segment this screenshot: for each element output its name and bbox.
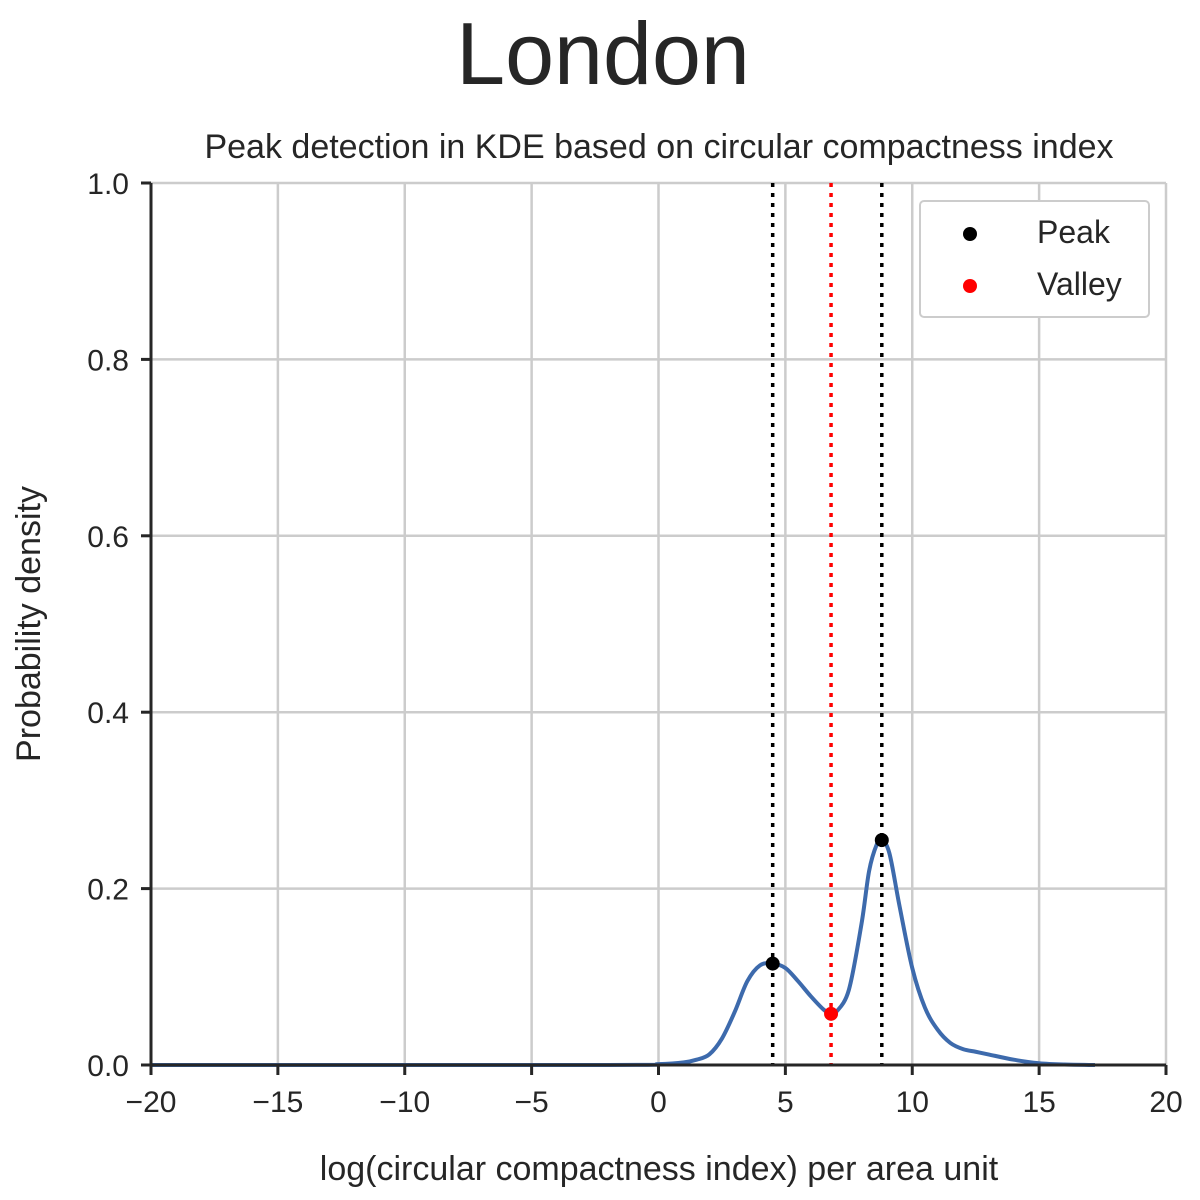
x-tick-label-3: −5 xyxy=(515,1086,549,1119)
axes: −20 −15 −10 −5 0 5 10 15 20 0.0 0.2 0.4 0.6 0.8 1.0 xyxy=(87,168,1182,1119)
peak-point-0 xyxy=(765,956,780,971)
x-tick-label-8: 20 xyxy=(1149,1086,1182,1119)
x-tick-label-1: −15 xyxy=(252,1086,303,1119)
chart-subtitle: Peak detection in KDE based on circular … xyxy=(204,128,1113,166)
legend-label-peak: Peak xyxy=(1037,214,1111,250)
x-tick-label-6: 10 xyxy=(896,1086,929,1119)
kde-series-line-0 xyxy=(150,837,1095,1068)
y-tick-label-1: 0.2 xyxy=(87,874,129,907)
y-tick-label-5: 1.0 xyxy=(87,168,129,201)
legend-marker-peak xyxy=(963,227,977,241)
legend-label-valley: Valley xyxy=(1037,266,1122,302)
x-tick-label-7: 15 xyxy=(1022,1086,1055,1119)
x-tick-label-5: 5 xyxy=(777,1086,794,1119)
y-tick-label-2: 0.4 xyxy=(87,697,129,730)
x-axis-label: log(circular compactness index) per area… xyxy=(320,1150,999,1188)
y-tick-label-3: 0.6 xyxy=(87,521,129,554)
chart-title: London xyxy=(456,4,750,103)
legend-box xyxy=(919,200,1150,318)
grid-lines xyxy=(149,181,1168,1067)
x-tick-label-2: −10 xyxy=(379,1086,430,1119)
legend: Peak Valley xyxy=(919,200,1150,318)
legend-marker-valley xyxy=(963,279,977,293)
valley-point-0 xyxy=(824,1006,839,1021)
x-tick-label-4: 0 xyxy=(650,1086,667,1119)
plot-area xyxy=(150,183,1095,1068)
y-axis-label: Probability density xyxy=(10,486,48,762)
x-tick-label-0: −20 xyxy=(126,1086,177,1119)
y-tick-label-4: 0.8 xyxy=(87,344,129,377)
y-tick-label-0: 0.0 xyxy=(87,1050,129,1083)
peak-point-1 xyxy=(874,833,889,848)
